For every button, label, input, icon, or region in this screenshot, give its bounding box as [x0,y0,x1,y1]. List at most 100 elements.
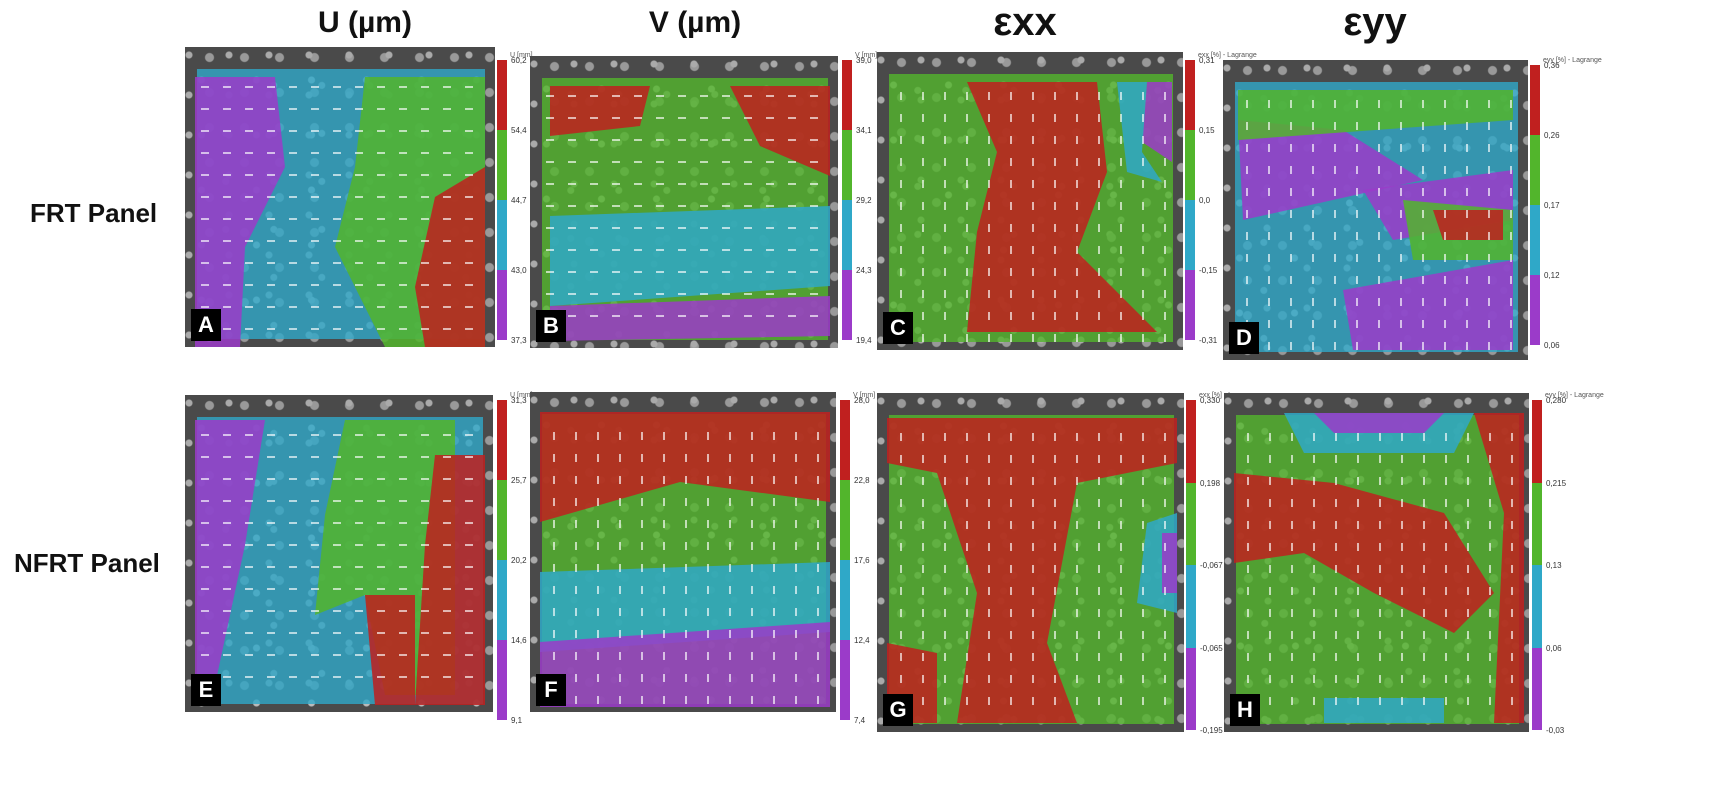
contour-panel-e: E [185,395,493,712]
colorbar-tick-label: 0,15 [1199,126,1215,135]
colorbar-title: eyy [%] - Lagrange [1545,392,1604,399]
colorbar [840,400,850,720]
colorbar-segment [1186,647,1196,730]
colorbar-segment [1185,130,1195,200]
contour-region [1343,260,1513,350]
colorbar-tick-label: 22,8 [854,476,870,485]
contour-overlay [195,69,485,347]
contour-region [1238,120,1423,220]
panel-letter: H [1230,694,1260,726]
colorbar-segment [1530,135,1540,205]
colorbar-tick-label: 43,0 [511,266,527,275]
contour-region [195,420,265,695]
contour-region [1433,210,1503,240]
colorbar-segment [1186,565,1196,648]
colorbar-tick-label: 28,0 [854,396,870,405]
colorbar-title: V [mm] [855,52,878,59]
contour-panel-d: D [1223,60,1528,360]
contour-overlay [887,415,1177,724]
contour-overlay [889,74,1173,342]
colorbar-tick-label: 12,4 [854,636,870,645]
colorbar-segment [497,480,507,560]
row-label-frt: FRT Panel [30,198,158,228]
colorbar-title: exx [%] - Lagrange [1198,52,1257,59]
colorbar-tick-label: 0,0 [1199,196,1211,205]
colorbar [1532,400,1542,730]
colorbar-segment [1532,647,1542,730]
colorbar-tick-label: 0,36 [1544,61,1560,70]
colorbar-tick-label: 0,13 [1546,561,1562,570]
colorbar-tick-label: 0,330 [1200,396,1221,405]
colorbar-segment [1185,270,1195,340]
contour-region [540,622,830,707]
contour-region [887,418,1177,723]
colorbar-segment [842,60,852,130]
column-header-eyy: εyy [1343,0,1407,44]
colorbar [1530,65,1540,345]
colorbar-tick-label: 9,1 [511,716,523,725]
colorbar-segment [497,270,507,340]
colorbar-segment [1532,565,1542,648]
colorbar-tick-label: 0,26 [1544,131,1560,140]
colorbar-tick-label: -0,195 [1200,726,1223,735]
contour-region [730,86,830,176]
contour-region [415,455,485,705]
contour-panel-c: C [877,52,1183,350]
colorbar-tick-label: 0,280 [1546,396,1567,405]
panel-letter: C [883,312,913,344]
colorbar-tick-label: -0,03 [1546,726,1565,735]
colorbar [842,60,852,340]
colorbar-tick-label: 0,215 [1546,478,1567,488]
colorbar-tick-label: 0,06 [1544,341,1560,350]
column-header-u: U (µm) [318,6,412,39]
colorbar-segment [497,130,507,200]
contour-region [1324,698,1444,723]
colorbar-tick-label: 0,17 [1544,201,1560,210]
panel-letter: B [536,310,566,342]
contour-region [967,82,1157,332]
column-header-v: V (µm) [648,6,742,39]
colorbar-tick-label: 7,4 [854,716,866,725]
colorbar-title: eyy [%] - Lagrange [1543,57,1602,64]
colorbar-segment [840,480,850,560]
colorbar-segment [1532,482,1542,565]
colorbar-tick-label: 0,12 [1544,271,1560,280]
colorbar-segment [497,60,507,130]
colorbar-segment [1186,400,1196,483]
panel-letter: E [191,674,221,706]
panel-letter: F [536,674,566,706]
colorbar-segment [1530,205,1540,275]
colorbar-tick-label: 54,4 [511,126,527,135]
colorbar-tick-label: 24,3 [856,266,872,275]
contour-overlay [1235,82,1518,352]
contour-overlay [1234,413,1524,724]
contour-region [1234,473,1494,633]
contour-region [550,296,830,341]
contour-panel-b: B [530,56,838,348]
contour-region [1117,82,1162,182]
colorbar [497,60,507,340]
colorbar-segment [842,200,852,270]
contour-region [550,86,650,136]
contour-overlay [542,78,830,341]
contour-region [1162,533,1177,593]
panel-letter: D [1229,322,1259,354]
colorbar-tick-label: -0,31 [1199,336,1218,345]
colorbar-segment [840,400,850,480]
colorbar-tick-label: -0,067 [1200,561,1223,570]
colorbar-tick-label: 25,7 [511,476,527,485]
colorbar-segment [1532,400,1542,483]
colorbar-tick-label: 0,198 [1200,478,1221,488]
colorbar-segment [497,640,507,720]
colorbar-segment [1530,65,1540,135]
contour-overlay [540,412,830,707]
contour-panel-a: A [185,47,495,347]
colorbar-title: U [mm] [510,52,533,59]
colorbar [497,400,507,720]
colorbar-tick-label: 0,31 [1199,56,1215,65]
contour-region [540,412,830,522]
colorbar-segment [1530,275,1540,345]
row-label-nfrt: NFRT Panel [14,548,160,578]
colorbar-tick-label: -0,15 [1199,266,1218,275]
colorbar [1186,400,1196,730]
